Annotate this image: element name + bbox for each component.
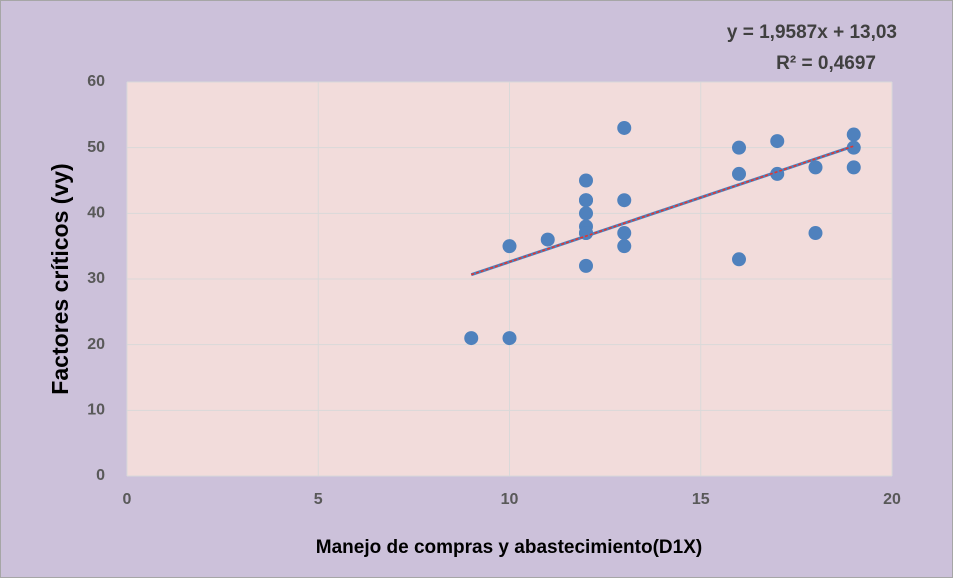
point (579, 258, 593, 273)
y-axis-label: Factores críticos (vy) (47, 163, 73, 394)
point (846, 127, 861, 142)
y-tick-label: 30 (87, 270, 105, 287)
point (502, 331, 517, 346)
y-tick-label: 10 (87, 402, 105, 419)
point (846, 160, 861, 175)
point (464, 331, 479, 346)
trendline-dash (470, 145, 855, 276)
x-axis-label: Manejo de compras y abastecimiento(D1X) (316, 537, 702, 558)
point (540, 232, 555, 247)
y-tick-label: 20 (87, 336, 105, 353)
y-tick-label: 40 (87, 205, 105, 222)
point (617, 226, 632, 241)
x-tick-label: 15 (692, 491, 710, 508)
trendline-equation: y = 1,9587x + 13,03 (727, 22, 897, 43)
trendline-r2: R² = 0,4697 (776, 53, 876, 74)
point (808, 160, 823, 175)
point (502, 239, 517, 254)
y-tick-label: 0 (96, 467, 105, 484)
y-tick-label: 50 (87, 139, 105, 156)
point (617, 193, 632, 208)
point (617, 239, 632, 254)
x-tick-label: 0 (123, 491, 132, 508)
x-tick-label: 20 (883, 491, 901, 508)
point (579, 193, 593, 208)
point (732, 140, 746, 155)
y-tick-label: 60 (87, 73, 105, 90)
point (579, 206, 593, 221)
point (732, 252, 746, 267)
point (846, 140, 861, 155)
point (617, 120, 632, 135)
x-tick-label: 5 (314, 491, 323, 508)
point (732, 166, 746, 181)
point (770, 134, 785, 149)
x-tick-label: 10 (501, 491, 519, 508)
point (579, 173, 593, 188)
point (808, 226, 823, 241)
